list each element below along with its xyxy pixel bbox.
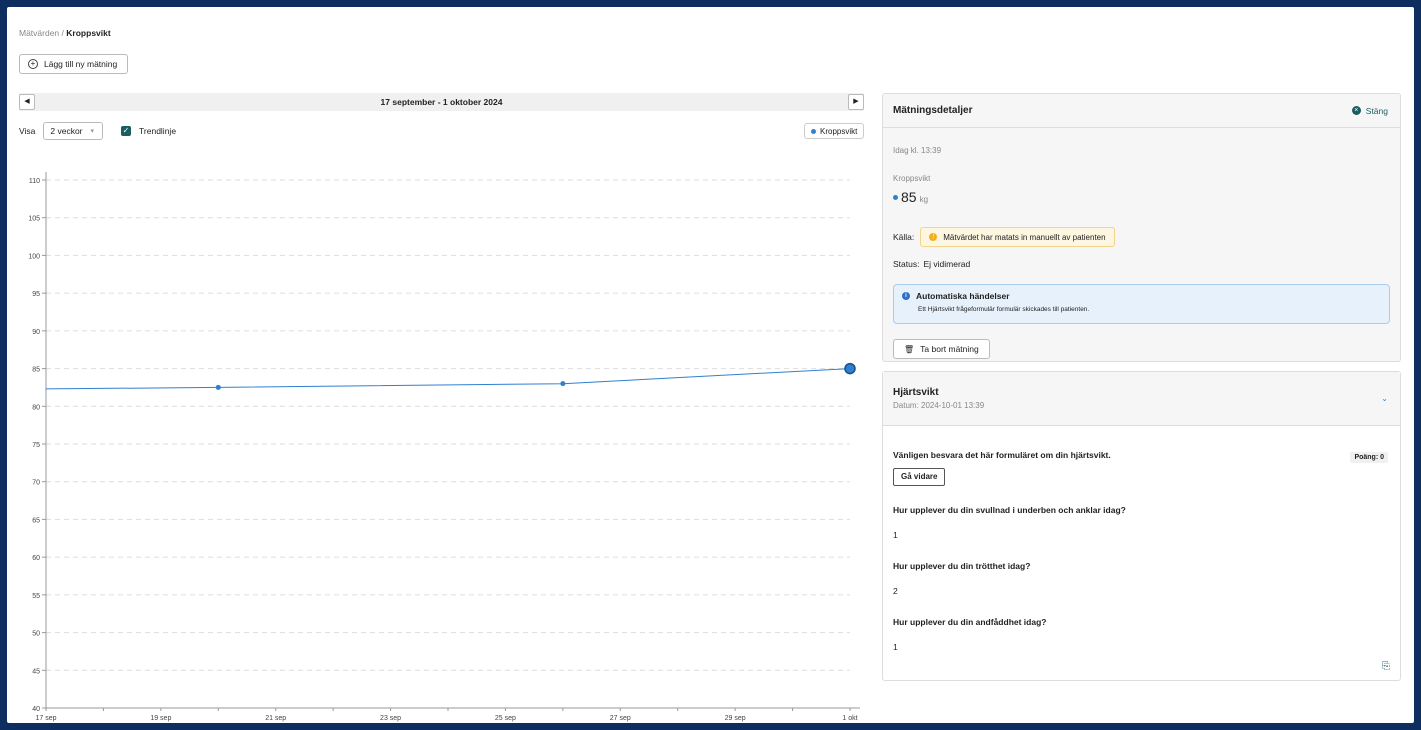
info-icon: i xyxy=(902,292,910,300)
y-tick-label: 45 xyxy=(32,668,40,675)
form-panel: Hjärtsvikt Datum: 2024-10-01 13:39 ⌄ Vän… xyxy=(882,371,1401,681)
y-tick-label: 70 xyxy=(32,480,40,487)
y-tick-label: 100 xyxy=(28,253,40,260)
y-tick-label: 65 xyxy=(32,517,40,524)
y-tick-label: 60 xyxy=(32,555,40,562)
chevron-down-icon: ▾ xyxy=(90,128,95,135)
legend-chip[interactable]: Kroppsvikt xyxy=(804,123,865,139)
x-tick-label: 1 okt xyxy=(842,715,857,722)
y-tick-label: 50 xyxy=(32,631,40,638)
continue-button[interactable]: Gå vidare xyxy=(893,468,946,486)
date-range-label: 17 september - 1 oktober 2024 xyxy=(380,97,503,107)
breadcrumb: Mätvärden / Kroppsvikt xyxy=(19,28,111,38)
trendline-checkbox[interactable]: ✓ xyxy=(121,126,132,136)
question-3: Hur upplever du din andfåddhet idag? xyxy=(893,617,1047,627)
chevron-down-icon[interactable]: ⌄ xyxy=(1381,394,1388,403)
close-button[interactable]: × Stäng xyxy=(1351,105,1388,116)
app-frame: Mätvärden / Kroppsvikt + Lägg till ny mä… xyxy=(7,7,1414,723)
breadcrumb-current: Kroppsvikt xyxy=(66,28,111,38)
series-dot-icon xyxy=(893,194,898,200)
close-icon: × xyxy=(1351,106,1361,115)
x-tick-label: 27 sep xyxy=(610,715,631,722)
source-text: Mätvärdet har matats in manuellt av pati… xyxy=(943,232,1106,242)
score-badge: Poäng: 0 xyxy=(1350,452,1388,463)
warning-icon: ! xyxy=(929,233,938,241)
show-label: Visa xyxy=(19,126,36,136)
date-navigator: ◀ 17 september - 1 oktober 2024 ▶ xyxy=(19,93,864,111)
y-tick-label: 105 xyxy=(28,216,40,223)
y-tick-label: 75 xyxy=(32,442,40,449)
measurement-type-label: Kroppsvikt xyxy=(893,174,931,183)
y-tick-label: 95 xyxy=(32,291,40,298)
status-value: Ej vidimerad xyxy=(923,259,971,269)
answer-2: 2 xyxy=(893,586,898,596)
status-label: Status: xyxy=(893,259,920,269)
form-title: Hjärtsvikt xyxy=(893,387,939,398)
question-2: Hur upplever du din trötthet idag? xyxy=(893,561,1031,571)
x-tick-label: 29 sep xyxy=(725,715,746,722)
auto-events-text: Ett Hjärtsvikt frågeformulär formulär sk… xyxy=(918,306,1090,313)
x-tick-label: 21 sep xyxy=(265,715,286,722)
y-tick-label: 55 xyxy=(32,593,40,600)
measurement-details-panel: Mätningsdetaljer × Stäng Idag kl. 13:39 … xyxy=(882,93,1401,362)
copy-icon[interactable]: ⎘ xyxy=(1382,661,1390,672)
y-tick-label: 40 xyxy=(32,706,40,713)
details-title: Mätningsdetaljer xyxy=(893,105,973,116)
form-date: Datum: 2024-10-01 13:39 xyxy=(893,401,985,410)
add-measurement-button[interactable]: + Lägg till ny mätning xyxy=(19,54,129,74)
x-tick-label: 25 sep xyxy=(495,715,516,722)
selected-data-point xyxy=(844,362,856,375)
close-label: Stäng xyxy=(1365,105,1388,116)
auto-events-box: i Automatiska händelser Ett Hjärtsvikt f… xyxy=(893,284,1390,324)
chart-controls: Visa 2 veckor ▾ ✓ Trendlinje xyxy=(19,122,176,140)
delete-label: Ta bort mätning xyxy=(920,344,979,354)
measurement-value-row: 85 kg xyxy=(893,189,928,205)
measurement-value: 85 xyxy=(901,189,917,205)
plus-circle-icon: + xyxy=(28,59,38,69)
y-tick-label: 110 xyxy=(29,178,40,185)
data-point xyxy=(215,384,221,390)
data-point xyxy=(560,381,566,387)
x-tick-label: 19 sep xyxy=(150,715,171,722)
measurement-unit: kg xyxy=(919,195,929,204)
delete-measurement-button[interactable]: 🗑 Ta bort mätning xyxy=(893,339,990,359)
next-period-button[interactable]: ▶ xyxy=(848,94,864,110)
details-header: Mätningsdetaljer × Stäng xyxy=(883,94,1400,128)
source-label: Källa: xyxy=(893,232,915,242)
weight-chart: 40 45 50 55 60 65 70 75 80 85 90 95 100 105 110 17 sep 1… xyxy=(28,172,860,722)
add-measurement-label: Lägg till ny mätning xyxy=(44,59,118,69)
auto-events-title-row: i Automatiska händelser xyxy=(902,291,1381,301)
y-tick-label: 90 xyxy=(32,329,40,336)
period-value: 2 veckor xyxy=(50,126,83,136)
trendline-label[interactable]: Trendlinje xyxy=(139,126,177,136)
trash-icon: 🗑 xyxy=(904,344,915,354)
question-1: Hur upplever du din svullnad i underben … xyxy=(893,505,1126,515)
answer-3: 1 xyxy=(893,642,898,652)
breadcrumb-parent[interactable]: Mätvärden xyxy=(19,28,60,38)
x-tick-label: 17 sep xyxy=(35,715,56,722)
form-header[interactable]: Hjärtsvikt Datum: 2024-10-01 13:39 ⌄ xyxy=(883,372,1400,426)
measurement-timestamp: Idag kl. 13:39 xyxy=(893,146,942,155)
source-row: Källa: ! Mätvärdet har matats in manuell… xyxy=(893,227,1115,247)
period-select[interactable]: 2 veckor ▾ xyxy=(43,122,104,140)
series-line xyxy=(45,368,851,390)
auto-events-title: Automatiska händelser xyxy=(916,291,1010,301)
x-tick-label: 23 sep xyxy=(380,715,401,722)
breadcrumb-separator: / xyxy=(61,28,64,38)
legend-label: Kroppsvikt xyxy=(820,126,858,136)
legend-dot-icon xyxy=(811,128,816,134)
y-tick-label: 80 xyxy=(32,404,40,411)
prev-period-button[interactable]: ◀ xyxy=(19,94,35,110)
source-badge: ! Mätvärdet har matats in manuellt av pa… xyxy=(920,227,1115,247)
answer-1: 1 xyxy=(893,530,898,540)
y-tick-label: 85 xyxy=(32,367,40,374)
status-row: Status: Ej vidimerad xyxy=(893,259,970,269)
form-intro: Vänligen besvara det här formuläret om d… xyxy=(893,450,1111,460)
